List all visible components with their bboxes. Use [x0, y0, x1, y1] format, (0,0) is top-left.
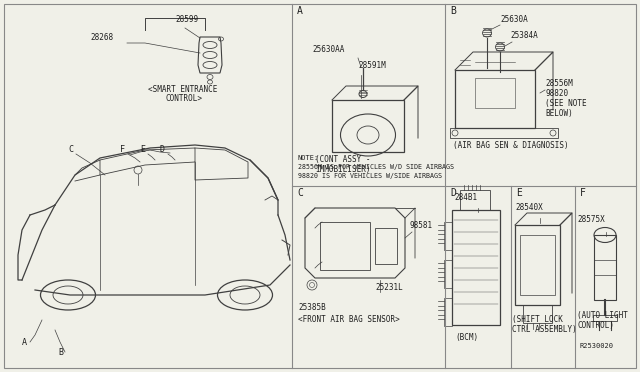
Text: 28591M: 28591M [358, 61, 386, 70]
Text: IMMOBILISER): IMMOBILISER) [315, 165, 371, 174]
Text: A: A [297, 6, 303, 16]
Bar [515, 225, 560, 305]
Text: R2530020: R2530020 [580, 343, 614, 349]
Bar [520, 235, 555, 295]
Bar [523, 305, 552, 323]
Text: 25384A: 25384A [510, 31, 538, 40]
Bar [444, 298, 452, 326]
Text: (AIR BAG SEN & DIAGNOSIS): (AIR BAG SEN & DIAGNOSIS) [453, 141, 568, 150]
Bar [460, 190, 490, 210]
Text: <FRONT AIR BAG SENSOR>: <FRONT AIR BAG SENSOR> [298, 315, 400, 324]
Text: (SHIFT LOCK: (SHIFT LOCK [512, 315, 563, 324]
Text: E: E [140, 145, 145, 154]
Text: B: B [450, 6, 456, 16]
Text: F: F [580, 188, 586, 198]
Text: 28599: 28599 [175, 15, 198, 24]
Bar [475, 78, 515, 108]
Text: 284B1: 284B1 [454, 193, 477, 202]
Text: <SMART ENTRANCE: <SMART ENTRANCE [148, 85, 218, 94]
Bar [444, 260, 452, 288]
Text: E: E [516, 188, 522, 198]
Text: A: A [22, 338, 27, 347]
Text: (BCM): (BCM) [455, 333, 478, 342]
Text: NOTE:: NOTE: [298, 155, 319, 161]
Text: (CONT ASSY -: (CONT ASSY - [315, 155, 371, 164]
Text: 25630AA: 25630AA [312, 45, 344, 54]
Bar [455, 70, 535, 128]
Bar [452, 210, 500, 325]
Text: 25630A: 25630A [500, 15, 528, 24]
Text: 98581: 98581 [410, 221, 433, 230]
Bar [593, 315, 617, 321]
Text: BELOW): BELOW) [545, 109, 573, 118]
Text: 28540X: 28540X [515, 203, 543, 212]
Text: 28575X: 28575X [577, 215, 605, 224]
Bar [594, 235, 616, 300]
Text: 25231L: 25231L [375, 283, 403, 292]
Text: (SEE NOTE: (SEE NOTE [545, 99, 587, 108]
Bar [320, 222, 370, 270]
Text: 28556M: 28556M [545, 79, 573, 88]
Bar [450, 128, 558, 138]
Text: C: C [297, 188, 303, 198]
Text: 28268: 28268 [90, 33, 113, 42]
Text: C: C [68, 145, 73, 154]
Text: B: B [58, 348, 63, 357]
Text: (AUTO LIGHT: (AUTO LIGHT [577, 311, 628, 320]
Text: CONTROL>: CONTROL> [165, 94, 202, 103]
Text: CONTROL): CONTROL) [577, 321, 614, 330]
Text: D: D [160, 145, 165, 154]
Text: D: D [450, 188, 456, 198]
Bar [444, 222, 452, 250]
Text: 98820: 98820 [545, 89, 568, 98]
Text: CTRL ASSEMBLY): CTRL ASSEMBLY) [512, 325, 577, 334]
Text: 98820 IS FOR VEHICLES W/SIDE AIRBAGS: 98820 IS FOR VEHICLES W/SIDE AIRBAGS [298, 173, 442, 179]
Text: F: F [120, 145, 125, 154]
Bar [375, 228, 397, 264]
Text: 25385B: 25385B [298, 303, 326, 312]
Bar [332, 100, 404, 152]
Text: 28556M IS FOR VEHICLES W/D SIDE AIRBAGS: 28556M IS FOR VEHICLES W/D SIDE AIRBAGS [298, 164, 454, 170]
